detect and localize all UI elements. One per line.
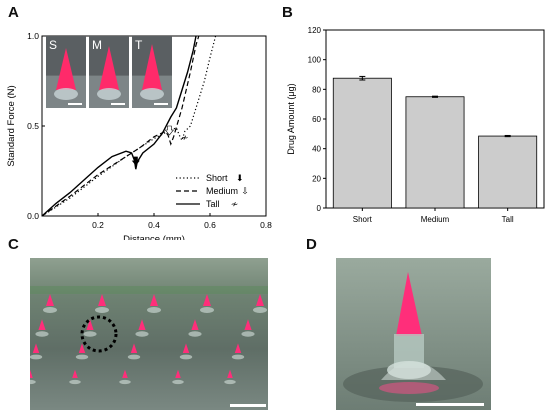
y-tick-label: 100 (308, 56, 322, 65)
needle-tip (203, 294, 211, 306)
y-tick-label: 60 (312, 115, 321, 124)
x-tick-label: Medium (421, 215, 450, 224)
y-tick-label: 0 (317, 204, 322, 213)
y-tick-label: 20 (312, 174, 321, 183)
microneedle-array-photo (30, 258, 268, 410)
needle-tip (32, 343, 40, 353)
needle-tip (182, 343, 190, 353)
needle-tip (130, 343, 138, 353)
x-tick-label: 0.6 (204, 220, 216, 230)
tall-failure-marker (131, 156, 140, 166)
panel-letter-d: D (306, 236, 317, 253)
y-tick-label: 80 (312, 85, 321, 94)
inset-photo-m: M (89, 36, 129, 108)
y-axis-label: Standard Force (N) (6, 85, 17, 166)
drug-amount-bar-chart: 0 20 40 60 80 100 120 Drug Amount (μg) Short Med… (286, 26, 545, 224)
y-tick-label: 0.0 (27, 211, 39, 221)
needle-tip (138, 319, 146, 330)
needle-tip (98, 294, 106, 306)
panel-letter-a: A (8, 4, 19, 21)
bar-tall (478, 135, 538, 209)
single-microneedle-photo (336, 258, 491, 410)
needle-tip (38, 319, 46, 330)
needle-tip (72, 369, 78, 378)
short-failure-marker: ≁ (181, 132, 189, 142)
inset-label: T (135, 38, 143, 52)
highlight-circle (80, 315, 118, 353)
needle-tip (396, 272, 422, 336)
panel-letter-c: C (8, 236, 19, 253)
legend-label: Medium (206, 186, 238, 196)
x-tick-label: 0.2 (92, 220, 104, 230)
x-tick-label: Short (353, 215, 373, 224)
y-tick-label: 120 (308, 26, 322, 35)
x-tick-label: 0.4 (148, 220, 160, 230)
y-tick-label: 40 (312, 145, 321, 154)
scale-bar (416, 403, 484, 406)
legend-label: Tall (206, 199, 220, 209)
needle-tip (122, 369, 128, 378)
needle-tip (256, 294, 264, 306)
needle-tip (175, 369, 181, 378)
y-tick-label: 0.5 (27, 121, 39, 131)
legend-symbol-icon: ≁ (231, 199, 239, 209)
legend-symbol-icon: ⇩ (241, 186, 249, 196)
needle-tip (46, 294, 54, 306)
inset-photo-s: S (46, 36, 86, 108)
inset-photo-t: T (132, 36, 172, 108)
needle-tip (150, 294, 158, 306)
legend-label: Short (206, 173, 228, 183)
scale-bar (230, 404, 266, 407)
needle-tip (227, 369, 233, 378)
legend-symbol-icon: ⬇ (236, 173, 244, 183)
force-distance-chart: 0.2 0.4 0.6 0.8 0.0 0.5 1.0 Distance (mm) Standa… (6, 31, 272, 240)
bar-medium (405, 96, 465, 209)
needle-tip (86, 319, 94, 330)
y-axis-label: Drug Amount (μg) (286, 83, 296, 154)
x-tick-label: Tall (502, 215, 514, 224)
series-line-tall (41, 35, 197, 217)
needle-tip (234, 343, 242, 353)
inset-label: M (92, 38, 102, 52)
needle-tip (191, 319, 199, 330)
series-line-medium (41, 35, 200, 217)
inset-label: S (49, 38, 57, 52)
bar-short (332, 77, 392, 209)
needle-tip (244, 319, 252, 330)
x-axis-label: Distance (mm) (123, 234, 185, 240)
needle-tip (78, 343, 86, 353)
panel-letter-b: B (282, 4, 293, 21)
y-tick-label: 1.0 (27, 31, 39, 41)
medium-failure-marker (164, 125, 175, 136)
x-tick-label: 0.8 (260, 220, 272, 230)
